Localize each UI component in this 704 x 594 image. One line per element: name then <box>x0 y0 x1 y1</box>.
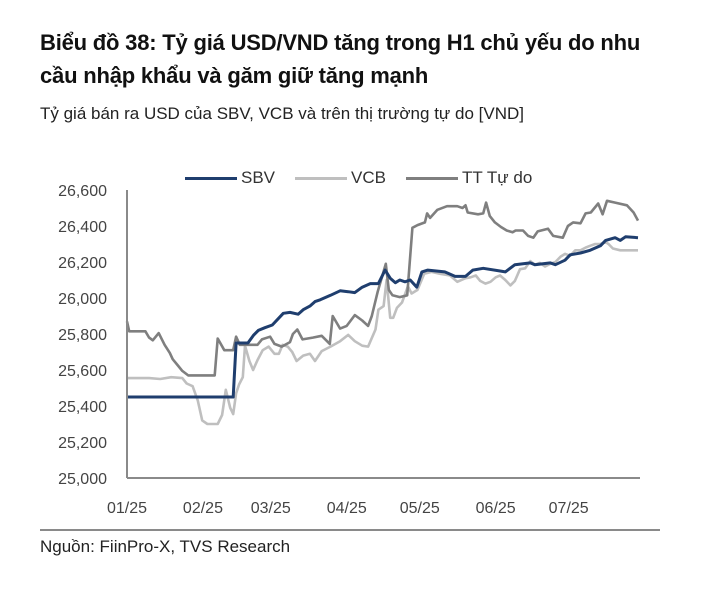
y-tick-label: 25,200 <box>58 435 107 452</box>
source-note: Nguồn: FiinPro-X, TVS Research <box>40 537 291 556</box>
legend-item-sbv: SBV <box>185 168 275 188</box>
y-tick-label: 26,200 <box>58 255 107 272</box>
legend-swatch-free-market <box>406 176 458 180</box>
legend-swatch-vcb <box>295 176 348 180</box>
y-tick-label: 25,600 <box>58 363 107 380</box>
legend-label-vcb: VCB <box>351 168 386 187</box>
y-tick-label: 26,400 <box>58 219 107 236</box>
y-tick-label: 25,400 <box>58 399 107 416</box>
x-tick-label: 07/25 <box>549 500 589 517</box>
legend-item-vcb: VCB <box>295 168 386 188</box>
series-line-vcb <box>127 240 638 426</box>
chart-title: Biểu đồ 38: Tỷ giá USD/VND tăng trong H1… <box>40 30 641 88</box>
y-tick-label: 26,000 <box>58 291 107 308</box>
y-tick-label: 26,600 <box>58 183 107 200</box>
y-tick-label: 25,000 <box>58 471 107 488</box>
x-axis-ticks: 01/25 02/25 03/25 04/25 05/25 06/25 07/25 <box>107 500 589 517</box>
legend-item-free-market: TT Tự do <box>406 168 532 188</box>
footer-divider <box>40 529 660 531</box>
series-line-tt-tự-do <box>125 199 640 377</box>
x-tick-label: 03/25 <box>251 500 291 517</box>
y-tick-label: 25,800 <box>58 327 107 344</box>
chart-subtitle: Tỷ giá bán ra USD của SBV, VCB và trên t… <box>40 104 524 123</box>
x-tick-label: 05/25 <box>400 500 440 517</box>
series-line-sbv <box>127 235 639 399</box>
chart-legend: SBV VCB TT Tự do <box>185 168 552 188</box>
x-tick-label: 01/25 <box>107 500 147 517</box>
legend-label-sbv: SBV <box>241 168 276 187</box>
y-axis-ticks: 25,000 25,200 25,400 25,600 25,800 26,000 26,2… <box>58 183 107 488</box>
x-tick-label: 06/25 <box>476 500 516 517</box>
legend-label-free-market: TT Tự do <box>462 168 533 187</box>
series-lines <box>125 199 640 426</box>
x-tick-label: 02/25 <box>183 500 223 517</box>
legend-swatch-sbv <box>185 176 237 180</box>
x-tick-label: 04/25 <box>327 500 367 517</box>
